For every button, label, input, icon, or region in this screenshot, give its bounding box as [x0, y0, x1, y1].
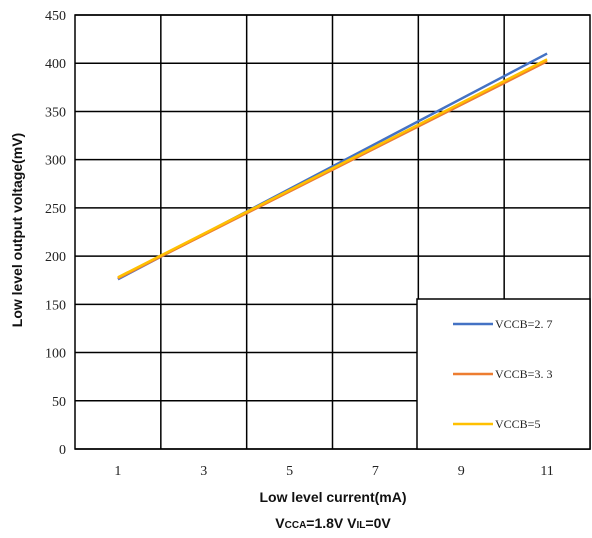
y-tick-labels: 0 50 100 150 200 250 300 350 400 450 [45, 9, 66, 458]
y-tick-label: 150 [45, 298, 66, 313]
y-tick-label: 400 [45, 57, 66, 72]
condition-v1-rest: =1.8V [306, 515, 347, 531]
y-tick-label: 250 [45, 202, 66, 217]
series-line [117, 58, 548, 279]
y-tick-label: 50 [52, 395, 66, 410]
condition-v2-sub: IL [357, 520, 366, 531]
legend-label: VCCB=3. 3 [495, 367, 552, 381]
series-layer [117, 52, 548, 281]
x-tick-label: 1 [114, 464, 121, 479]
y-axis-label: Low level output voltage(mV) [9, 133, 25, 327]
condition-label: VCCA=1.8V VIL=0V [275, 515, 391, 531]
x-tick-labels: 1 3 5 7 9 11 [114, 464, 553, 479]
legend-label: VCCB=5 [495, 417, 540, 431]
y-tick-label: 300 [45, 154, 66, 169]
condition-v1: V [275, 515, 285, 531]
x-axis-label: Low level current(mA) [259, 489, 406, 505]
x-tick-label: 3 [200, 464, 207, 479]
y-tick-label: 0 [59, 443, 66, 458]
x-tick-label: 9 [458, 464, 465, 479]
legend: VCCB=2. 7 VCCB=3. 3 VCCB=5 [416, 298, 591, 450]
y-tick-label: 450 [45, 9, 66, 24]
condition-v2-rest: =0V [365, 515, 391, 531]
y-tick-label: 200 [45, 250, 66, 265]
y-tick-label: 350 [45, 105, 66, 120]
condition-v2: V [347, 515, 357, 531]
x-tick-label: 5 [286, 464, 293, 479]
legend-box [416, 298, 591, 450]
plot-frame [74, 14, 591, 450]
x-tick-label: 11 [540, 464, 553, 479]
condition-v1-sub: CCA [285, 520, 307, 531]
x-tick-label: 7 [372, 464, 379, 479]
legend-label: VCCB=2. 7 [495, 317, 552, 331]
y-tick-label: 100 [45, 347, 66, 362]
